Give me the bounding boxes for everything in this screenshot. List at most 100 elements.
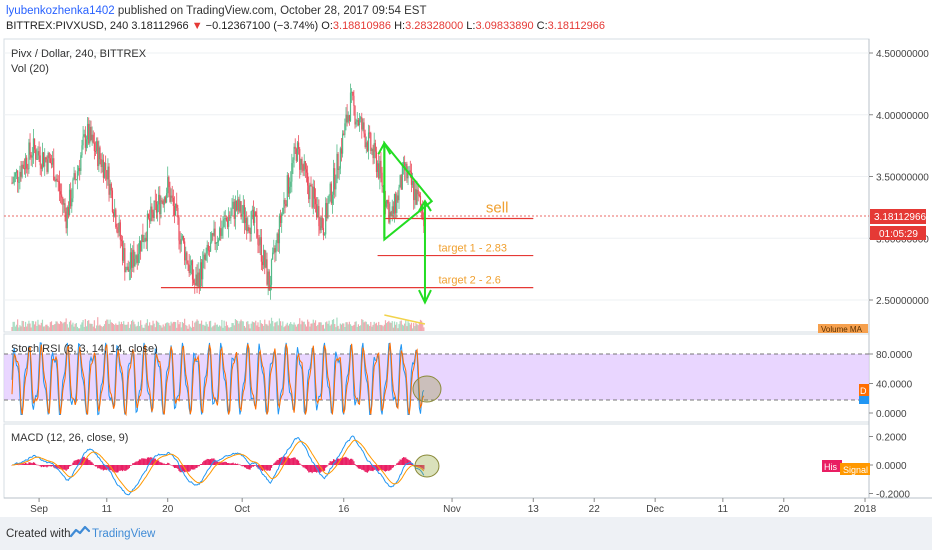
- candle-body: [155, 201, 158, 213]
- macd-hist-bar: [310, 465, 312, 472]
- volume-bar: [21, 320, 23, 331]
- macd-hist-bar: [225, 462, 227, 465]
- macd-hist-bar: [264, 465, 266, 471]
- volume-bar: [212, 326, 214, 331]
- volume-bar: [278, 318, 281, 331]
- macd-hist-bar: [362, 465, 364, 470]
- macd-hist-bar: [133, 463, 135, 465]
- volume-bar: [65, 318, 67, 331]
- candle-body: [158, 194, 160, 205]
- macd-hist-bar: [178, 465, 180, 471]
- volume-bar: [392, 327, 394, 331]
- candle-body: [395, 193, 397, 213]
- candle-body: [247, 227, 249, 232]
- volume-bar: [325, 322, 327, 331]
- candle-body: [331, 194, 334, 204]
- stoch-highlight-circle: [412, 375, 442, 403]
- volume-bar: [356, 326, 358, 331]
- volume-bar: [330, 324, 332, 331]
- candle-body: [354, 105, 356, 125]
- macd-hist-bar: [360, 465, 362, 469]
- open-value: 3.18810986: [332, 20, 392, 32]
- volume-bar: [150, 325, 152, 331]
- volume-bar: [366, 324, 369, 331]
- candle-body: [265, 259, 267, 268]
- macd-hist-bar: [402, 457, 405, 465]
- volume-bar: [79, 328, 81, 331]
- volume-bar: [216, 324, 218, 331]
- price-tick-label: 4.00000000: [876, 111, 929, 122]
- macd-hist-bar: [70, 465, 72, 466]
- chart-canvas[interactable]: sell target 1 - 2.83 target 2 - 2.6 4.5000…: [0, 38, 932, 517]
- candle-body: [173, 205, 176, 216]
- candle-body: [389, 212, 391, 223]
- candle-body: [279, 215, 282, 223]
- candle-body: [344, 123, 346, 135]
- candle-body: [371, 149, 373, 151]
- macd-hist-bar: [207, 458, 209, 465]
- macd-hist-bar: [275, 461, 277, 465]
- macd-hist-bar: [267, 465, 269, 471]
- candle-body: [180, 239, 182, 245]
- volume-bar: [397, 328, 399, 331]
- macd-hist-bar: [144, 458, 146, 465]
- candle-body: [328, 195, 330, 204]
- volume-bar: [326, 321, 328, 331]
- volume-bar: [242, 321, 244, 331]
- macd-hist-bar: [401, 458, 404, 465]
- macd-hist-bar: [226, 463, 229, 465]
- volume-bar: [374, 323, 376, 331]
- macd-hist-bar: [141, 458, 143, 465]
- candle-body: [58, 181, 60, 192]
- volume-bar: [75, 323, 77, 331]
- macd-hist-bar: [205, 459, 207, 465]
- author-link[interactable]: lyubenkozhenka1402: [6, 5, 115, 17]
- macd-hist-bar: [105, 465, 107, 470]
- candle-body: [64, 203, 66, 212]
- volume-bar: [222, 327, 224, 331]
- candle-body: [384, 201, 387, 207]
- candle-body: [282, 207, 284, 214]
- volume-bar: [275, 322, 277, 331]
- volume-bar: [111, 322, 114, 331]
- time-tick-label: 13: [528, 504, 540, 515]
- macd-hist-bar: [314, 465, 317, 472]
- candle-body: [387, 200, 389, 204]
- candle-body: [256, 216, 258, 238]
- volume-bar: [33, 324, 36, 331]
- candle-body: [106, 170, 108, 180]
- candle-body: [373, 143, 375, 159]
- macd-hist-bar: [212, 458, 214, 465]
- candle-body: [302, 164, 304, 171]
- macd-hist-bar: [398, 461, 400, 465]
- macd-hist-bar: [243, 465, 246, 468]
- volume-bar: [52, 325, 54, 331]
- volume-bar: [125, 325, 127, 331]
- macd-hist-bar: [366, 465, 369, 473]
- candle-body: [114, 209, 116, 217]
- candle-body: [234, 200, 237, 219]
- macd-hist-bar: [63, 465, 65, 470]
- tradingview-link[interactable]: TradingView: [92, 528, 156, 540]
- candle-body: [179, 240, 181, 245]
- candle-body: [112, 212, 115, 217]
- volume-bar: [116, 324, 118, 331]
- volume-bar: [323, 328, 326, 331]
- macd-hist-bar: [337, 458, 339, 465]
- candle-body: [55, 178, 57, 182]
- volume-bar: [398, 324, 400, 331]
- volume-bar: [215, 324, 217, 331]
- macd-hist-bar: [288, 458, 291, 465]
- stoch-k-line: [11, 342, 425, 416]
- candle-body: [358, 118, 361, 125]
- macd-tick-label: 0.0000: [876, 461, 907, 472]
- macd-hist-bar: [75, 460, 77, 465]
- candle-body: [382, 185, 384, 187]
- tradingview-logo-icon[interactable]: [70, 525, 90, 539]
- candle-body: [145, 237, 147, 242]
- macd-hist-bar: [182, 465, 185, 472]
- macd-hist-bar: [153, 458, 155, 465]
- macd-hist-bar: [229, 463, 231, 465]
- candle-body: [111, 190, 114, 213]
- volume-bar: [217, 326, 220, 331]
